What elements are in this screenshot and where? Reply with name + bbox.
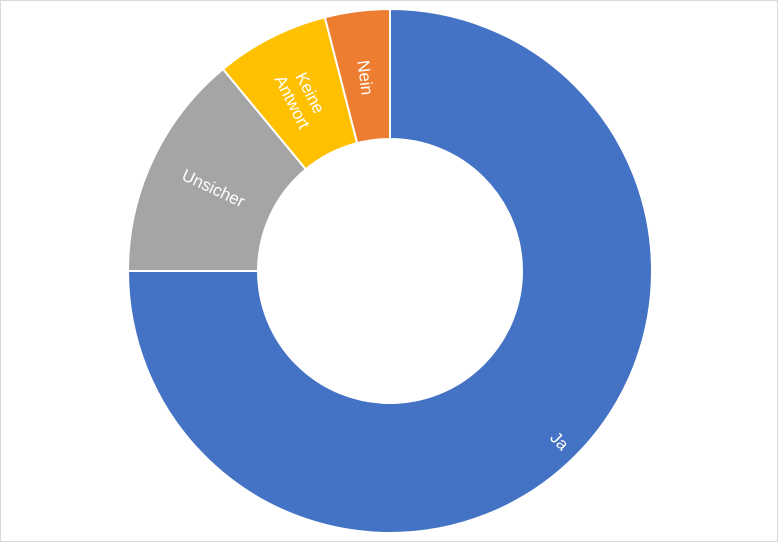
slice-unsicher — [126, 67, 308, 272]
slice-ja — [126, 7, 653, 534]
label-nein: Nein — [354, 59, 377, 96]
donut-slices — [126, 7, 653, 534]
slice-nein — [323, 7, 391, 145]
